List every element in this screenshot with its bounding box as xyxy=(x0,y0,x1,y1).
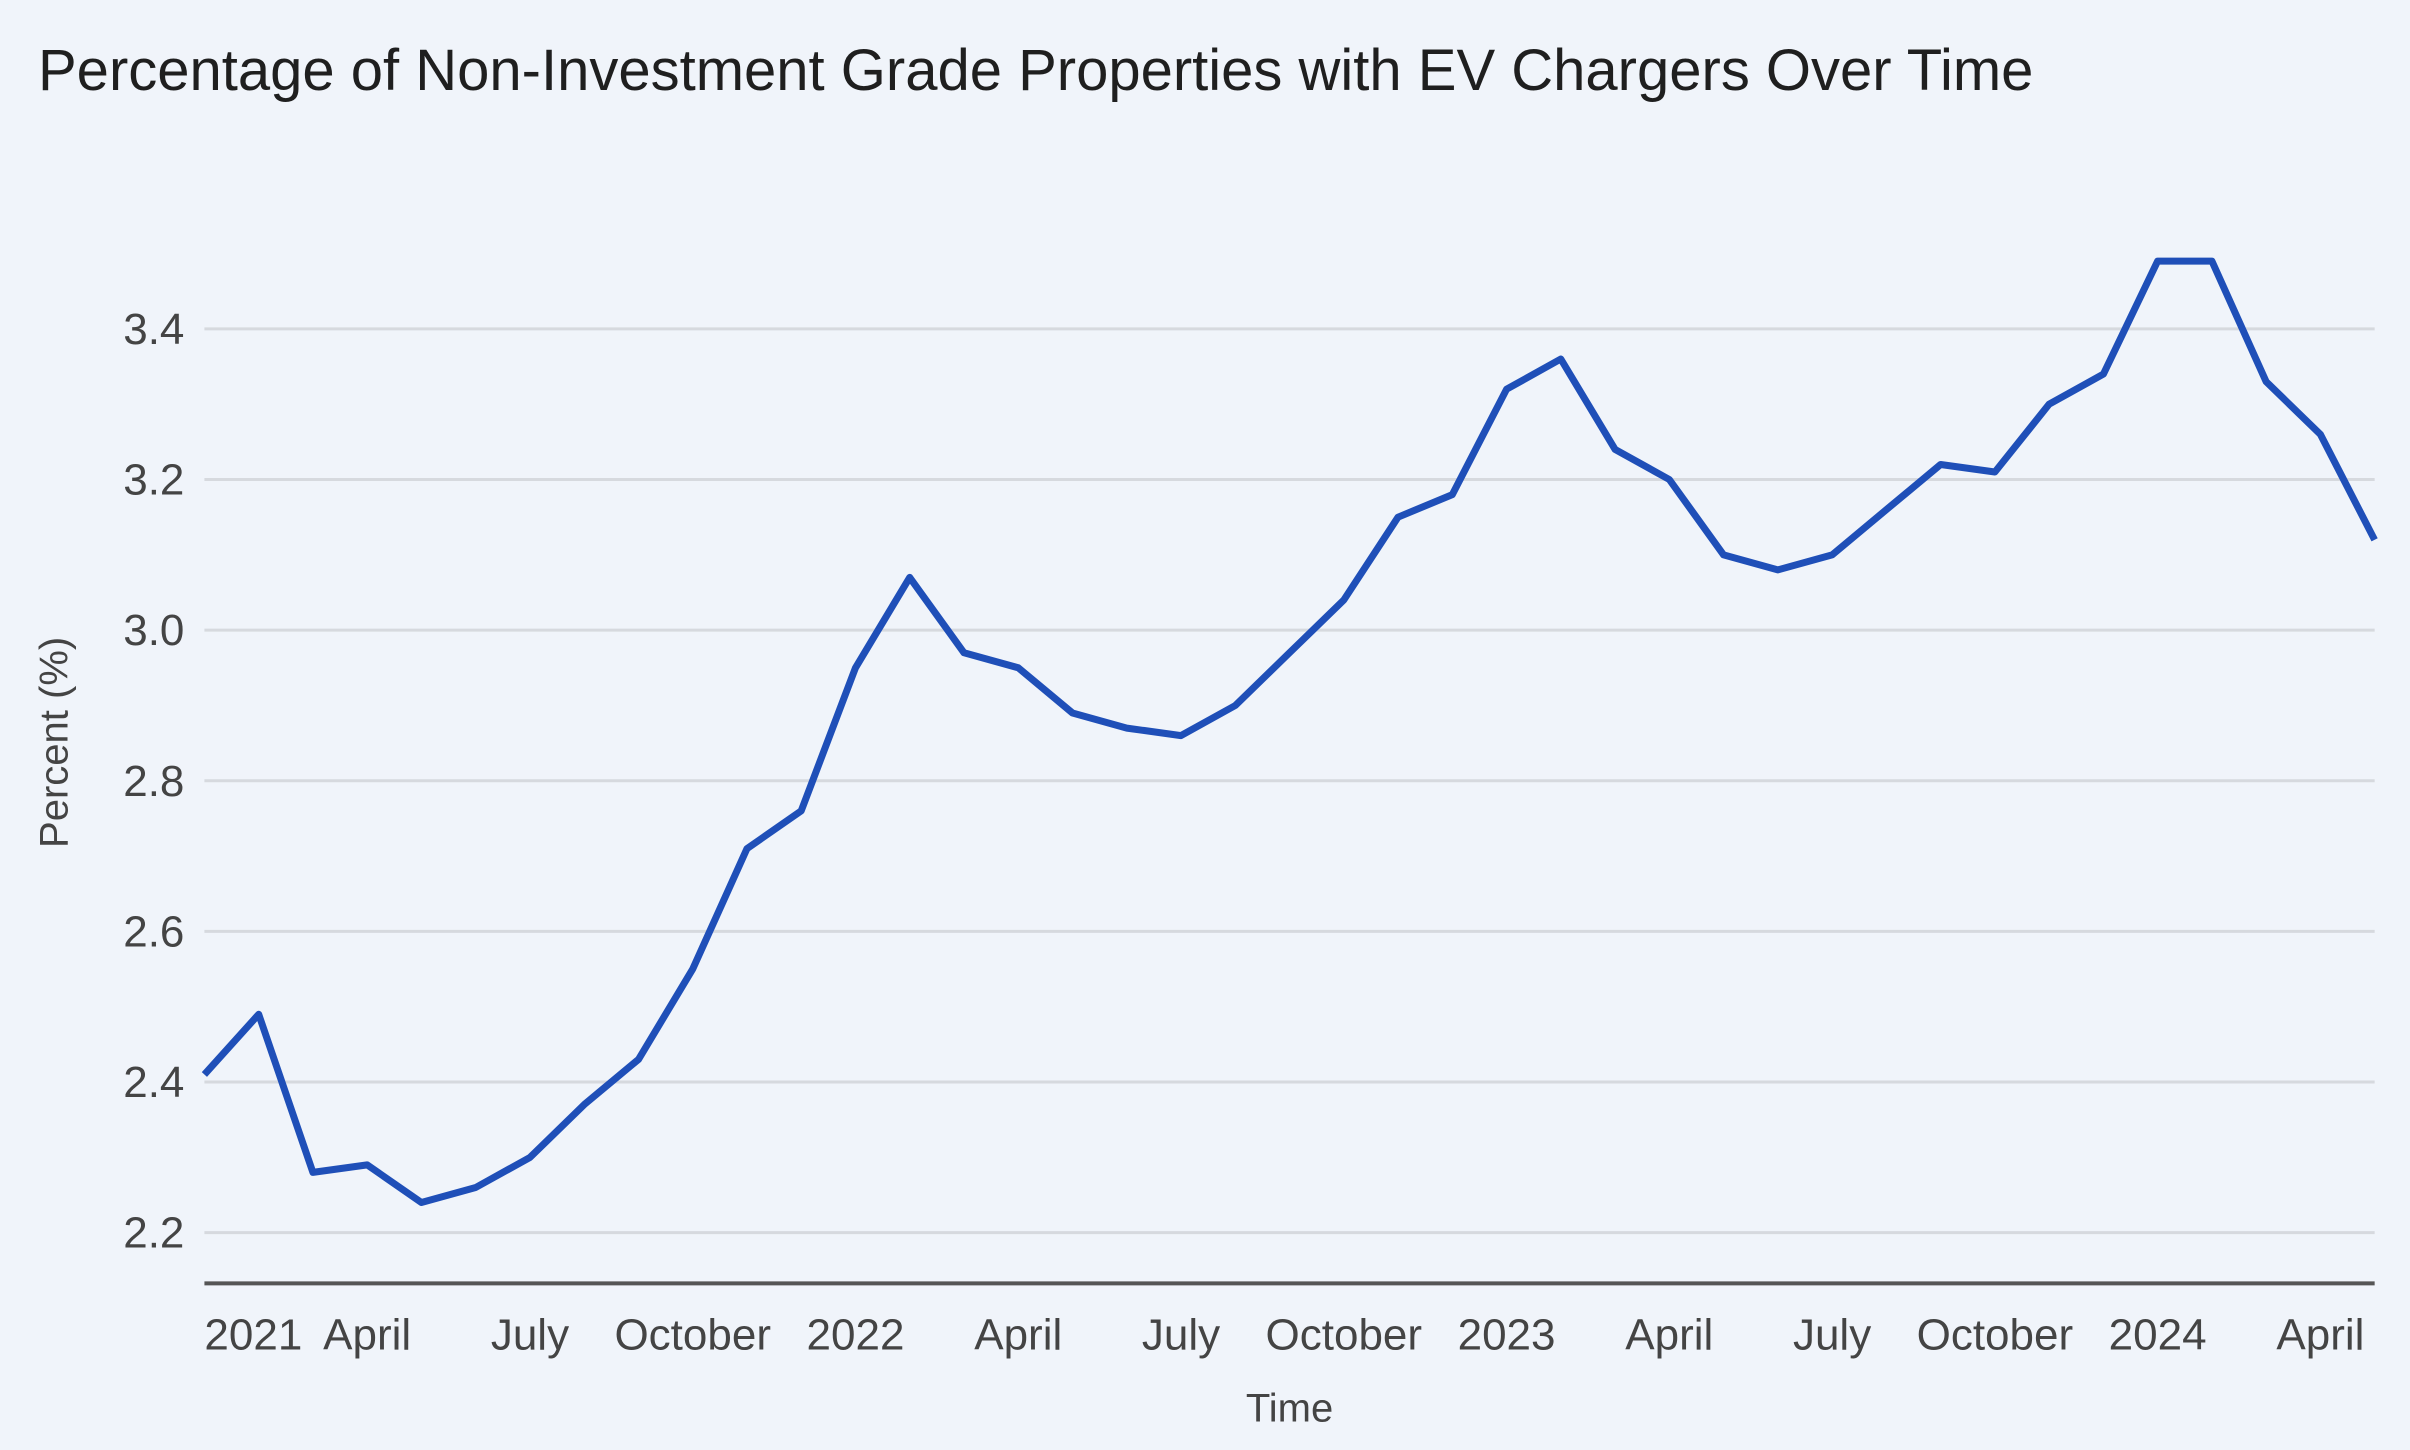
series-line xyxy=(201,257,2378,1206)
y-tick-label: 2.4 xyxy=(123,1058,184,1107)
y-tick-label: 2.6 xyxy=(123,907,184,956)
y-axis-label: Percent (%) xyxy=(32,637,76,848)
y-tick-label: 2.8 xyxy=(123,757,184,806)
x-tick-label: April xyxy=(323,1310,411,1359)
x-tick-label: July xyxy=(1142,1310,1220,1359)
x-tick-label: 2021 xyxy=(204,1310,302,1359)
x-tick-label: October xyxy=(1266,1310,1423,1359)
x-tick-label: October xyxy=(1917,1310,2074,1359)
x-tick-label: April xyxy=(974,1310,1062,1359)
gridlines xyxy=(204,327,2375,1235)
y-tick-label: 3.4 xyxy=(123,305,184,354)
chart-title: Percentage of Non-Investment Grade Prope… xyxy=(38,38,2033,103)
y-tick-label: 2.2 xyxy=(123,1209,184,1258)
x-tick-label: 2023 xyxy=(1458,1310,1556,1359)
x-tick-label: October xyxy=(614,1310,771,1359)
x-tick-label: April xyxy=(1625,1310,1713,1359)
x-tick-label: April xyxy=(2276,1310,2364,1359)
x-axis-label: Time xyxy=(1246,1387,1333,1431)
x-tick-label: July xyxy=(491,1310,569,1359)
x-axis-ticks: 2021 April July October 2022 April July October… xyxy=(204,1310,2364,1359)
y-axis-ticks: 2.2 2.4 2.6 2.8 3.0 3.2 3.4 xyxy=(123,305,184,1258)
x-tick-label: 2024 xyxy=(2109,1310,2207,1359)
x-tick-label: July xyxy=(1793,1310,1871,1359)
y-tick-label: 3.0 xyxy=(123,606,184,655)
y-tick-label: 3.2 xyxy=(123,456,184,505)
x-tick-label: 2022 xyxy=(807,1310,905,1359)
